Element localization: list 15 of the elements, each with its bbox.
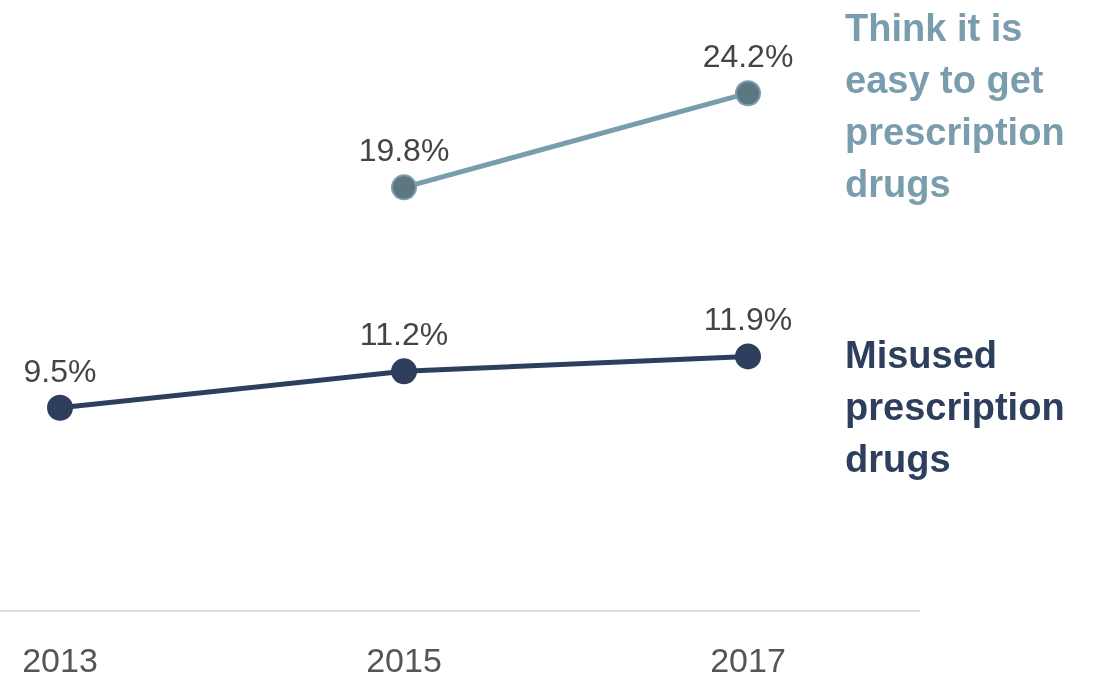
point [735, 343, 761, 370]
text: Think it is easy to get prescription drugs [845, 7, 1065, 206]
point [391, 174, 417, 201]
text: Misused prescription drugs [845, 334, 1065, 481]
data-label: 24.2% [702, 38, 794, 75]
x-tick-label: 2017 [710, 641, 786, 674]
data-label: 9.5% [23, 352, 97, 389]
point [391, 358, 417, 385]
point [735, 80, 761, 107]
data-label: 11.9% [703, 301, 793, 338]
data-label: 19.8% [358, 132, 450, 169]
x-tick-label: 2013 [22, 641, 98, 674]
data-label: 11.2% [359, 316, 449, 353]
point [47, 394, 73, 421]
x-tick-label: 2015 [366, 641, 442, 674]
